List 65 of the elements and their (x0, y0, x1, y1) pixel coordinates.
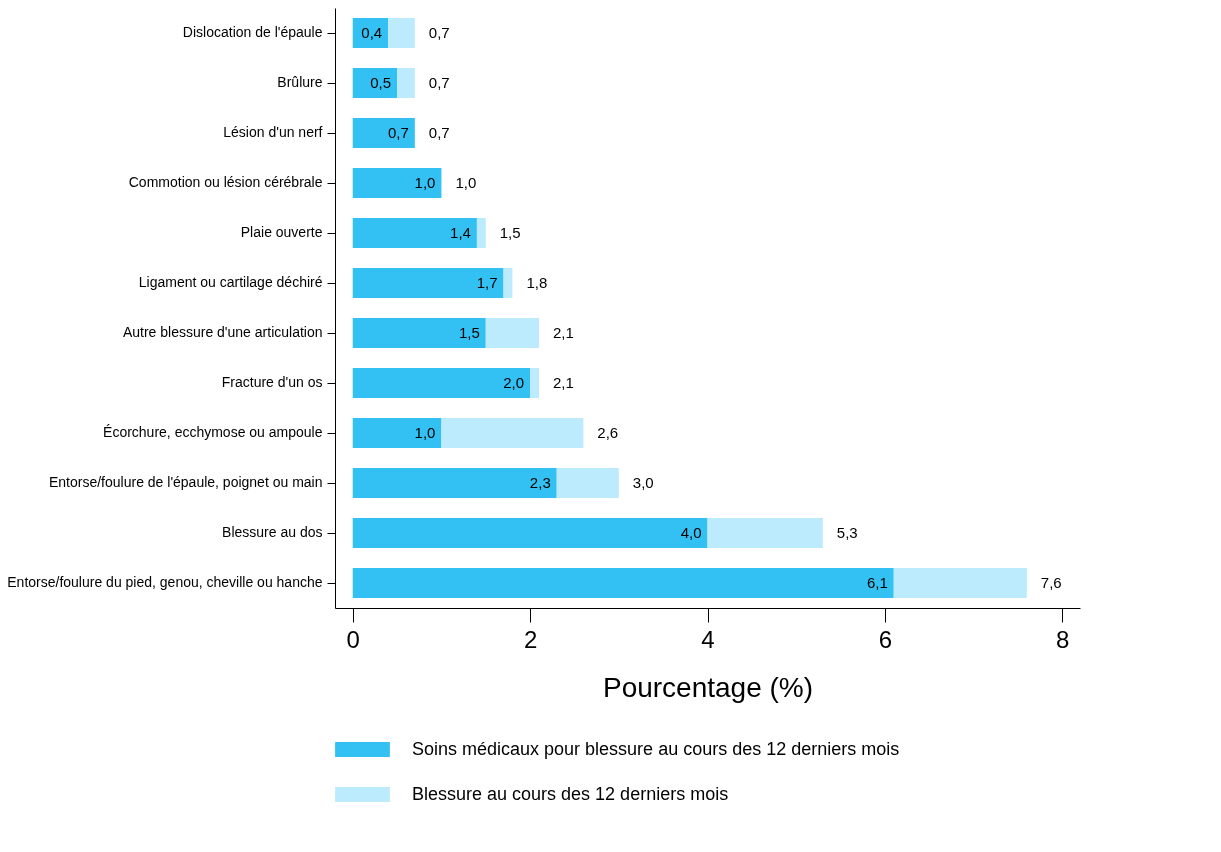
y-tick-label: Écorchure, ecchymose ou ampoule (103, 424, 323, 440)
bar (397, 68, 415, 98)
x-tick-label: 0 (346, 625, 360, 653)
total-label: 5,3 (836, 524, 858, 541)
total-label: 1,5 (499, 224, 521, 241)
bar (441, 418, 584, 448)
total-label: 0,7 (428, 124, 450, 141)
total-label: 3,0 (632, 474, 654, 491)
total-label: 1,8 (526, 274, 548, 291)
bar (352, 518, 708, 548)
data-label: 2,0 (503, 374, 525, 391)
y-tick-label: Autre blessure d'une articulation (122, 324, 323, 340)
bar (352, 268, 504, 298)
bar (388, 18, 415, 48)
data-label: 6,1 (866, 574, 888, 591)
total-label: 2,1 (552, 324, 574, 341)
bar (707, 518, 823, 548)
bar (352, 218, 477, 248)
bar (476, 218, 486, 248)
x-axis-title: Pourcentage (%) (602, 671, 814, 703)
bar (556, 468, 619, 498)
legend-label: Blessure au cours des 12 derniers mois (412, 783, 729, 804)
data-label: 1,0 (414, 424, 436, 441)
x-tick-label: 8 (1056, 625, 1070, 653)
y-tick-label: Blessure au dos (222, 524, 323, 540)
y-tick-label: Brûlure (277, 74, 323, 90)
total-label: 1,0 (455, 174, 477, 191)
bar (352, 568, 894, 598)
bar (352, 118, 415, 148)
total-label: 0,7 (428, 24, 450, 41)
data-label: 0,7 (387, 124, 409, 141)
bar (352, 418, 442, 448)
data-label: 4,0 (680, 524, 702, 541)
bar (503, 268, 513, 298)
y-tick-label: Entorse/foulure du pied, genou, cheville ou hanche (7, 574, 323, 590)
bar (530, 368, 539, 398)
total-label: 2,6 (597, 424, 619, 441)
data-label: 0,4 (361, 24, 383, 41)
y-tick-label: Entorse/foulure de l'épaule, poignet ou main (48, 474, 323, 490)
total-label: 2,1 (552, 374, 574, 391)
data-label: 0,5 (370, 74, 392, 91)
bar (893, 568, 1027, 598)
y-tick-label: Plaie ouverte (240, 224, 323, 240)
y-tick-label: Commotion ou lésion cérébrale (128, 174, 323, 190)
x-tick-label: 4 (701, 625, 715, 653)
total-label: 0,7 (428, 74, 450, 91)
data-label: 1,0 (414, 174, 436, 191)
bar (352, 368, 531, 398)
y-tick-label: Ligament ou cartilage déchiré (138, 274, 323, 290)
data-label: 2,3 (529, 474, 551, 491)
data-label: 1,4 (450, 224, 471, 241)
y-tick-label: Dislocation de l'épaule (182, 24, 323, 40)
x-tick-label: 2 (523, 625, 538, 653)
bar (352, 468, 557, 498)
data-label: 1,7 (476, 274, 498, 291)
y-tick-label: Lésion d'un nerf (223, 124, 323, 140)
y-tick-label: Fracture d'un os (221, 374, 323, 390)
bar (352, 318, 486, 348)
bar (352, 168, 442, 198)
data-label: 1,5 (458, 324, 480, 341)
bar (352, 68, 398, 98)
bar (485, 318, 539, 348)
legend-label: Soins médicaux pour blessure au cours des 12 derniers mois (412, 738, 900, 759)
x-tick-label: 6 (878, 625, 893, 653)
total-label: 7,6 (1040, 574, 1062, 591)
